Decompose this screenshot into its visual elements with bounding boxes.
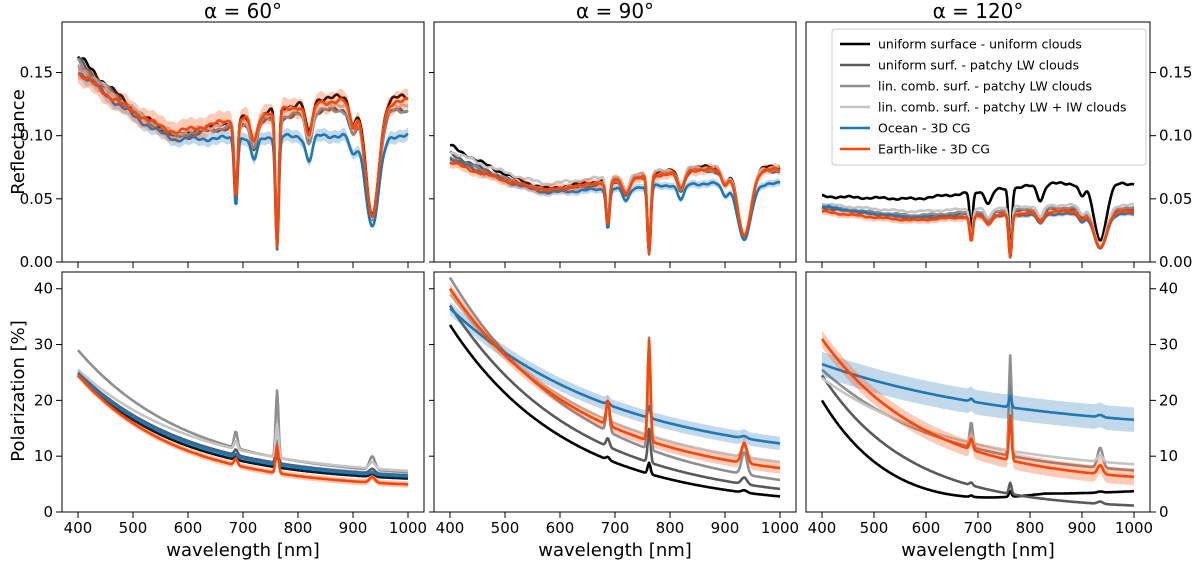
series-layer (449, 143, 781, 256)
legend-label-5: Ocean - 3D CG (878, 121, 970, 136)
series-line-6 (821, 209, 1135, 259)
x-tick-label: 900 (339, 519, 368, 537)
y-tick-label: 0.05 (20, 190, 53, 208)
x-tick-label: 500 (860, 519, 889, 537)
y-tick-label: 20 (1159, 391, 1178, 409)
legend-label-6: Earth-like - 3D CG (878, 142, 990, 157)
series-layer (820, 330, 1135, 507)
legend: uniform surface - uniform clouds uniform … (831, 28, 1147, 166)
panel-title: α = 90° (576, 0, 654, 23)
series-line-5 (821, 362, 1135, 422)
x-tick-label: 900 (711, 519, 740, 537)
series-layer (821, 181, 1135, 259)
series-line-4 (821, 376, 1135, 466)
series-line-6 (77, 374, 409, 486)
panel-background (434, 272, 796, 512)
x-tick-label: 700 (964, 519, 993, 537)
x-tick-label: 600 (546, 519, 575, 537)
series-band-5 (450, 301, 780, 451)
xlabel: wavelength [nm] (538, 540, 692, 561)
series-line-4 (77, 368, 409, 473)
series-line-1 (448, 324, 781, 498)
panel-title: α = 60° (204, 0, 282, 23)
y-tick-label: 0.05 (1159, 190, 1192, 208)
y-tick-label: 10 (1159, 447, 1178, 465)
panel-title: α = 120° (933, 0, 1024, 23)
panel-pol-2: 0 10 20 30 40 400 500 600 700 800 900 1000 wavelengt… (805, 271, 1178, 561)
panels-layer: 0.000.050.100.15α = 60° α = 90°0.000.050.… (20, 0, 1193, 561)
series-line-1 (820, 399, 1135, 499)
y-tick-label: 40 (34, 280, 53, 298)
series-line-6 (77, 72, 409, 248)
y-tick-label: 20 (34, 391, 53, 409)
y-tick-label: 0.15 (1159, 64, 1192, 82)
x-tick-label: 600 (912, 519, 941, 537)
panel-refl-1: α = 90° (429, 0, 797, 268)
y-tick-label: 0 (1159, 503, 1169, 521)
y-tick-label: 0.00 (20, 253, 53, 271)
series-line-4 (821, 202, 1135, 258)
x-tick-label: 500 (491, 519, 520, 537)
series-line-6 (449, 161, 781, 255)
legend-label-4: lin. comb. surf. - patchy LW + IW clouds (878, 100, 1127, 115)
legend-label-1: uniform surface - uniform clouds (878, 37, 1082, 52)
x-tick-label: 700 (601, 519, 630, 537)
legend-label-2: uniform surf. - patchy LW clouds (878, 58, 1079, 73)
y-tick-label: 0.15 (20, 64, 53, 82)
ylabel-reflectance: Reflectance (8, 89, 29, 195)
series-layer (77, 349, 409, 488)
y-tick-label: 0.10 (1159, 127, 1192, 145)
series-band-6 (450, 157, 780, 254)
x-tick-label: 1000 (389, 519, 427, 537)
y-tick-label: 0.00 (1159, 253, 1192, 271)
x-tick-label: 1000 (1115, 519, 1153, 537)
x-tick-label: 400 (808, 519, 837, 537)
x-tick-label: 600 (174, 519, 203, 537)
ylabel-polarization: Polarization [%] (8, 320, 29, 462)
series-line-5 (77, 71, 409, 251)
x-tick-label: 700 (229, 519, 258, 537)
series-layer (76, 55, 409, 251)
legend-box (831, 28, 1147, 166)
x-tick-label: 900 (1068, 519, 1097, 537)
series-line-1 (77, 374, 409, 480)
x-tick-label: 500 (119, 519, 148, 537)
series-line-2 (820, 374, 1135, 507)
series-line-6 (820, 338, 1135, 479)
x-tick-label: 400 (64, 519, 93, 537)
panel-background (434, 22, 796, 262)
panel-pol-0: 0 10 20 30 40 400 500 600 700 800 900 1000 wavelengt… (34, 271, 427, 561)
y-tick-label: 0 (43, 503, 53, 521)
x-tick-label: 800 (284, 519, 313, 537)
x-tick-label: 800 (1016, 519, 1045, 537)
series-line-1 (821, 181, 1135, 256)
y-tick-label: 0.10 (20, 127, 53, 145)
x-tick-label: 400 (436, 519, 465, 537)
series-band-6 (78, 63, 408, 248)
series-layer (448, 276, 781, 498)
series-line-6 (448, 287, 781, 470)
series-line-4 (449, 151, 781, 255)
x-tick-label: 800 (656, 519, 685, 537)
y-tick-label: 30 (34, 336, 53, 354)
series-line-2 (448, 304, 781, 491)
legend-label-3: lin. comb. surf. - patchy LW clouds (878, 79, 1092, 94)
xlabel: wavelength [nm] (166, 540, 320, 561)
y-tick-label: 30 (1159, 336, 1178, 354)
x-tick-label: 1000 (761, 519, 799, 537)
series-line-5 (77, 372, 409, 478)
y-tick-label: 10 (34, 447, 53, 465)
xlabel: wavelength [nm] (901, 540, 1055, 561)
y-tick-label: 40 (1159, 280, 1178, 298)
series-line-5 (449, 307, 781, 445)
panel-pol-1: 400 500 600 700 800 900 1000 wavelength [nm] (429, 271, 799, 561)
series-line-3 (449, 156, 781, 255)
panel-refl-0: 0.00 0.05 0.10 0.15 α = 60° (20, 0, 425, 271)
